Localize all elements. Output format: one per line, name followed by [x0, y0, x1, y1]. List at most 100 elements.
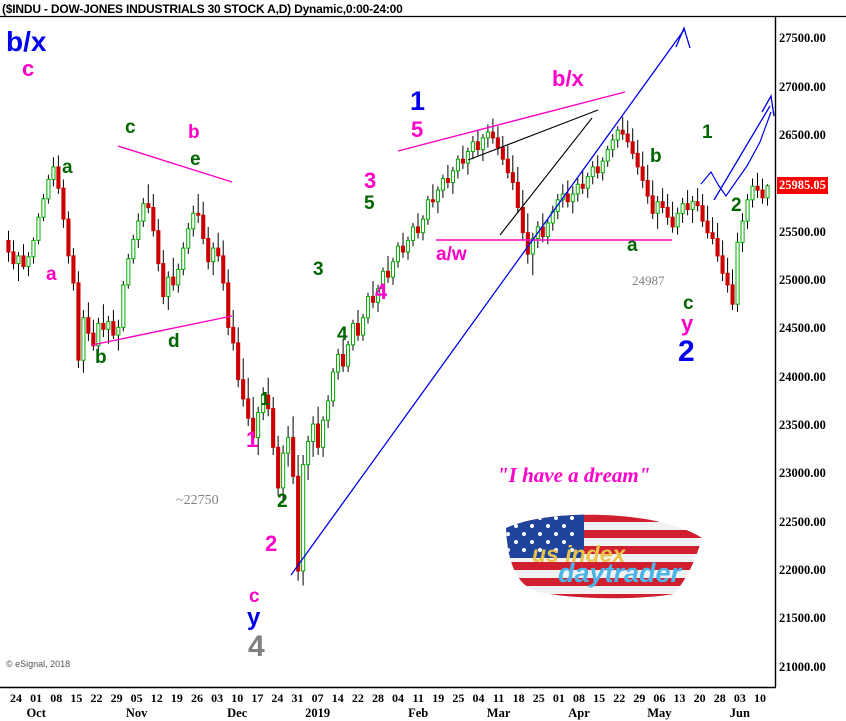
- candle-body: [425, 199, 430, 220]
- candle-body: [211, 247, 216, 263]
- candle-body: [106, 321, 111, 330]
- date-tick-label: 15: [70, 691, 83, 705]
- wave-label-c: c: [22, 56, 35, 81]
- candle-body: [410, 226, 415, 241]
- candle-body: [595, 166, 600, 174]
- month-label: 2019: [305, 706, 331, 720]
- date-tick-label: 20: [693, 691, 706, 705]
- wave-label-c: c: [249, 586, 260, 607]
- date-tick-label: 26: [191, 691, 203, 705]
- date-tick-label: 15: [593, 691, 606, 705]
- candle-body: [271, 408, 276, 448]
- month-label: Feb: [408, 706, 429, 720]
- candle-body: [181, 247, 186, 270]
- wave-label-a: a: [627, 235, 638, 256]
- wave-label-bx: b/x: [552, 66, 584, 91]
- date-tick-label: 25: [452, 691, 465, 705]
- candle-body: [655, 201, 660, 214]
- candle-body: [301, 464, 306, 572]
- wave-label-4: 4: [375, 279, 388, 304]
- candle-body: [440, 178, 445, 191]
- us-flag-icon: [506, 514, 702, 599]
- candle-body: [11, 251, 16, 265]
- wave-label-3: 3: [313, 259, 324, 280]
- candle-body: [96, 323, 101, 347]
- candle-body: [381, 270, 386, 290]
- candle-body: [21, 255, 26, 267]
- candle-body: [735, 241, 740, 305]
- candle-body: [121, 284, 126, 328]
- candle-body: [41, 198, 46, 218]
- wave-label-bx: b/x: [6, 26, 47, 57]
- wave-label-b: b: [95, 347, 107, 368]
- candle-body: [715, 238, 720, 257]
- price-tick-label: 25000.00: [779, 273, 826, 287]
- candle-body: [361, 317, 366, 336]
- candle-body: [201, 214, 206, 240]
- date-tick-label: 31: [291, 691, 304, 705]
- candle-body: [650, 195, 655, 214]
- candle-body: [171, 276, 176, 286]
- candle-body: [306, 441, 311, 466]
- candlestick-series: [6, 116, 770, 586]
- candle-body: [16, 255, 21, 265]
- candle-body: [151, 207, 156, 232]
- trendline-nov-dec-uptrend: [91, 315, 233, 346]
- month-label: Dec: [227, 706, 248, 720]
- candle-body: [685, 203, 690, 210]
- candle-body: [500, 147, 505, 160]
- date-tick-label: 24: [271, 691, 284, 705]
- date-tick-label: 03: [211, 691, 224, 705]
- date-tick-label: 22: [351, 691, 364, 705]
- wave-label-2: 2: [277, 491, 288, 512]
- candle-body: [326, 400, 331, 421]
- candle-body: [86, 317, 91, 334]
- chart-title: ($INDU - DOW-JONES INDUSTRIALS 30 STOCK …: [2, 2, 403, 16]
- wave-label-a: a: [46, 264, 57, 285]
- candle-body: [460, 158, 465, 164]
- price-tick-label: 22000.00: [779, 563, 826, 577]
- month-label: Oct: [26, 706, 46, 720]
- projection-arrows: [290, 26, 775, 576]
- trendline-feb-mar-upper: [397, 91, 626, 152]
- candle-body: [216, 247, 221, 257]
- date-tick-label: 17: [251, 691, 264, 705]
- candle-body: [760, 189, 765, 199]
- wave-label-c: c: [125, 117, 136, 138]
- date-tick-label: 11: [492, 691, 505, 705]
- candle-body: [116, 326, 121, 336]
- candle-body: [640, 166, 645, 181]
- wave-label-2: 2: [265, 531, 278, 556]
- date-tick-label: 03: [733, 691, 746, 705]
- wave-label-24987: 24987: [632, 273, 665, 288]
- candle-body: [745, 199, 750, 222]
- trendline-wedge-lower: [499, 117, 593, 236]
- candle-body: [341, 354, 346, 367]
- candle-body: [615, 129, 620, 141]
- candle-body: [690, 201, 695, 210]
- candle-body: [156, 230, 161, 265]
- date-tick-label: 22: [613, 691, 626, 705]
- candle-body: [505, 158, 510, 174]
- date-tick-label: 08: [573, 691, 585, 705]
- trendline-oct-downtrend: [117, 145, 233, 183]
- date-tick-label: 14: [331, 691, 344, 705]
- candle-body: [430, 199, 435, 203]
- month-label: Jun: [729, 706, 750, 720]
- wave-label-b: b: [188, 122, 200, 143]
- candle-body: [730, 284, 735, 305]
- candle-body: [485, 131, 490, 139]
- wave-label-a: a: [62, 157, 73, 178]
- candle-body: [321, 419, 326, 448]
- candle-body: [241, 379, 246, 400]
- date-tick-label: 19: [170, 691, 183, 705]
- wave-label-b: b: [650, 146, 662, 167]
- candle-body: [465, 151, 470, 164]
- candle-body: [351, 323, 356, 346]
- candle-body: [575, 183, 580, 195]
- date-tick-label: 07: [311, 691, 324, 705]
- candle-body: [395, 245, 400, 263]
- candle-body: [405, 239, 410, 253]
